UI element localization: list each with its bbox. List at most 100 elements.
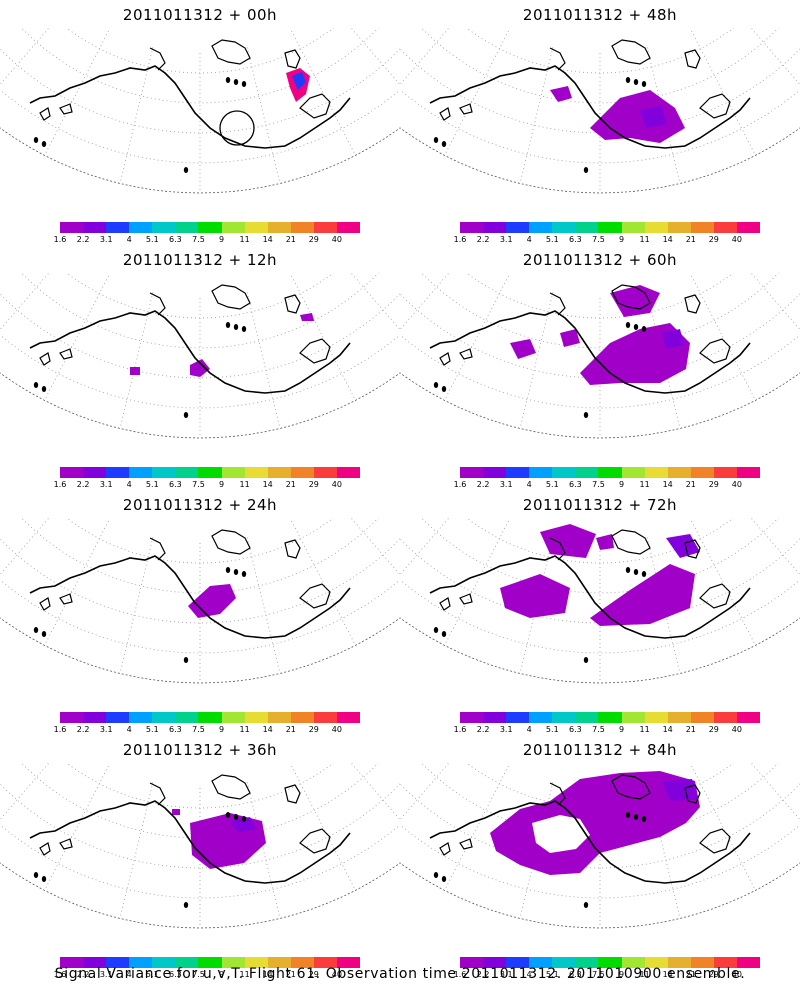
variance-region [540,524,596,558]
island [641,81,647,87]
island [633,569,639,575]
meridian-line [350,763,400,821]
map-panel: 2011011312 + 72h 1.6 2.2 3.1 4 5.1 6.3 7.5 9 11 14… [400,490,800,735]
observation-circle [219,110,255,146]
variance-region [590,90,685,143]
polar-map [0,518,400,684]
coastline [699,338,731,364]
colorbar-swatch [690,222,714,233]
island [641,816,647,822]
colorbar-swatch [60,222,84,233]
colorbar-swatch [483,222,507,233]
island [441,876,447,882]
colorbar-swatch [460,467,484,478]
panel-title: 2011011312 + 12h [122,251,278,269]
colorbar-label: 29 [308,970,319,979]
meridian-line [400,763,437,786]
meridian-line [400,518,437,541]
colorbar-swatch [667,467,691,478]
variance-region [532,815,590,853]
colorbar-swatch [267,222,291,233]
colorbar-label: 7.5 [592,480,605,489]
meridian-line [763,518,800,541]
coastline [284,539,301,559]
latitude-line [0,579,400,654]
coastline [39,352,51,366]
island [441,141,447,147]
colorbar-swatch [267,957,291,968]
colorbar-swatch [483,467,507,478]
meridian-line [750,518,800,576]
meridian-line [119,47,154,184]
colorbar-label: 7.5 [592,970,605,979]
meridian-line [291,765,356,891]
meridian-line [691,520,756,646]
colorbar-swatch [529,222,553,233]
colorbar-label: 29 [308,235,319,244]
colorbar-swatch [290,957,314,968]
colorbar-label: 14 [662,725,673,734]
colorbar-label: 21 [285,970,296,979]
variance-region [590,564,695,626]
colorbar-label: 6.3 [569,235,582,244]
coastline [699,828,731,854]
island [241,326,247,332]
colorbar-label: 40 [731,725,742,734]
island [41,631,47,637]
island [433,872,439,878]
meridian-line [350,273,400,331]
coastline [29,555,351,639]
colorbar-swatch [506,467,530,478]
colorbar-swatch [60,467,84,478]
colorbar-swatch [129,222,153,233]
meridian-line [0,28,37,51]
meridian-line [363,28,400,51]
colorbar-swatch [736,957,761,968]
colorbar-swatch [244,222,268,233]
colorbar [60,712,361,723]
meridian-line [750,273,800,331]
colorbar-label: 14 [262,970,273,979]
coastline [611,39,651,65]
colorbar-label: 4 [526,480,532,489]
colorbar-label: 1.6 [453,235,467,244]
island [183,412,189,418]
meridian-line [400,273,437,296]
meridian-line [444,520,509,646]
colorbar-label: 9 [218,970,225,979]
variance-region [188,584,236,618]
colorbar-label: 21 [285,480,296,489]
island [633,324,639,330]
colorbar-swatch [152,957,176,968]
variance-region [640,106,666,128]
colorbar-swatch [713,712,737,723]
colorbar-label: 3.1 [99,970,113,979]
colorbar-labels: 1.6 2.2 3.1 4 5.1 6.3 7.5 9 11 14 21 29 40 [54,480,360,490]
colorbar-labels: 1.6 2.2 3.1 4 5.1 6.3 7.5 9 11 14 21 29 40 [54,970,360,980]
coastline [549,537,566,561]
colorbar-label: 7.5 [192,235,205,244]
coastline [429,310,751,394]
colorbar-swatch [736,222,761,233]
colorbar [460,957,761,968]
panel-title: 2011011312 + 36h [122,741,278,759]
colorbar-swatch [106,222,130,233]
colorbar-label: 1.6 [53,725,67,734]
colorbar-swatch [290,222,314,233]
meridian-line [444,30,509,156]
island [225,322,231,328]
variance-region [490,771,700,875]
coastline [429,800,751,884]
colorbar-swatch [644,712,668,723]
colorbar-swatch [667,957,691,968]
meridian-line [291,275,356,401]
colorbar-swatch [336,467,361,478]
coastline [284,784,301,804]
colorbar-swatch [529,467,553,478]
polar-map [0,273,400,439]
meridian-line [44,275,109,401]
colorbar-label: 11 [639,480,650,489]
colorbar-label: 6.3 [169,235,182,244]
colorbar-swatch [460,222,484,233]
variance-region [230,817,256,833]
